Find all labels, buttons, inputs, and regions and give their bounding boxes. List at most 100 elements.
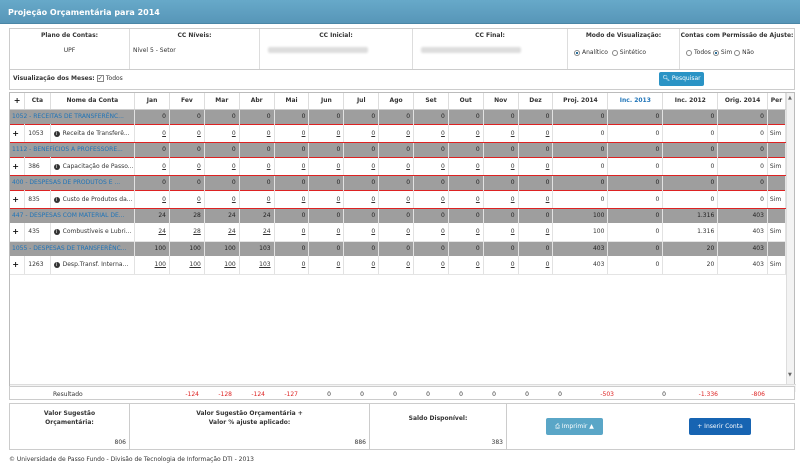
- cell-value[interactable]: 0: [483, 123, 519, 143]
- cell-value[interactable]: 0: [239, 123, 275, 143]
- cell-value[interactable]: 0: [274, 123, 310, 143]
- cell-value[interactable]: 0: [343, 156, 380, 176]
- cell-value[interactable]: 0: [274, 256, 310, 275]
- cell-value[interactable]: 0: [413, 223, 449, 242]
- sintetico-radio[interactable]: [611, 49, 618, 56]
- cell-value[interactable]: 0: [483, 189, 519, 209]
- print-button[interactable]: ⎙ Imprimir ▲: [546, 418, 603, 435]
- cell-value[interactable]: 0: [413, 189, 449, 209]
- cell-value[interactable]: 0: [483, 256, 519, 275]
- cell-value[interactable]: 0: [378, 156, 415, 176]
- cell-value[interactable]: 0: [343, 189, 380, 209]
- todos-checkbox[interactable]: ✓: [96, 75, 104, 82]
- cell-value[interactable]: 0: [274, 189, 310, 209]
- cell-value[interactable]: 24: [134, 223, 170, 242]
- cell-value[interactable]: 0: [518, 156, 554, 176]
- search-button[interactable]: 🔍︎ Pesquisar: [659, 72, 704, 86]
- cell-value[interactable]: 0: [413, 156, 449, 176]
- cell-value[interactable]: 0: [343, 123, 380, 143]
- group-name[interactable]: 1112 - BENEFÍCIOS A PROFESSORE...: [10, 142, 136, 157]
- cell-value[interactable]: 0: [483, 223, 519, 242]
- cell-value[interactable]: 0: [308, 156, 345, 176]
- cell-value[interactable]: 0: [308, 123, 345, 143]
- insert-account-button[interactable]: + Inserir Conta: [689, 418, 751, 435]
- todos-radio[interactable]: [686, 49, 692, 56]
- cell-value[interactable]: 0: [448, 123, 484, 143]
- cell-value[interactable]: 0: [204, 189, 240, 209]
- sim-radio[interactable]: [712, 49, 719, 56]
- cell-value[interactable]: 0: [378, 123, 415, 143]
- cell-value[interactable]: 0: [134, 189, 170, 209]
- cell-value[interactable]: 0: [274, 156, 310, 176]
- cell-value[interactable]: 0: [448, 189, 484, 209]
- cell-value[interactable]: 24: [204, 223, 240, 242]
- info-icon[interactable]: i: [53, 196, 60, 203]
- plano-value[interactable]: UPF: [63, 47, 76, 54]
- group-row[interactable]: 1112 - BENEFÍCIOS A PROFESSORE... 0 0 0 0 0 0 0…: [10, 142, 787, 157]
- group-row[interactable]: 400 - DESPESAS DE PRODUTOS E ... 0 0 0 0 0 0 0 0…: [10, 175, 787, 190]
- nao-radio[interactable]: [734, 49, 741, 56]
- cell-value[interactable]: 0: [169, 189, 205, 209]
- vertical-scrollbar[interactable]: ▲ ▼: [786, 93, 794, 392]
- cell-value[interactable]: 0: [378, 256, 415, 275]
- group-name[interactable]: 1055 - DESPESAS DE TRANSFERÊNC...: [10, 241, 136, 256]
- group-name[interactable]: 447 - DESPESAS COM MATERIAL DE...: [10, 208, 136, 223]
- account-name[interactable]: i Custo de Produtos da...: [50, 189, 136, 209]
- cell-value[interactable]: 0: [483, 156, 519, 176]
- scroll-up-icon[interactable]: ▲: [788, 95, 792, 101]
- cell-value[interactable]: 0: [169, 156, 205, 176]
- group-name[interactable]: 400 - DESPESAS DE PRODUTOS E ...: [10, 175, 136, 190]
- analitico-radio[interactable]: [574, 49, 580, 56]
- account-row[interactable]: +1053 i Receita de Transferê... 0 0 0 0 0 0 0 0 0 0 0…: [10, 123, 787, 143]
- cell-value[interactable]: 0: [204, 156, 240, 176]
- cell-value[interactable]: 24: [239, 223, 275, 242]
- cell-value[interactable]: 100: [134, 256, 170, 275]
- group-name[interactable]: 1052 - RECEITAS DE TRANSFERÊNC...: [10, 109, 136, 124]
- info-icon[interactable]: i: [53, 229, 60, 236]
- account-row[interactable]: +835 i Custo de Produtos da... 0 0 0 0 0 0 0 0 0 0 0 0…: [10, 189, 787, 209]
- scroll-down-icon[interactable]: ▼: [788, 372, 792, 378]
- cell-value[interactable]: 0: [448, 223, 484, 242]
- niveis-value[interactable]: Nível 5 - Setor: [133, 47, 176, 54]
- account-row[interactable]: +386 i Capacitação de Passo... 0 0 0 0 0 0 0 0 0 0 0 0…: [10, 156, 787, 176]
- cell-value[interactable]: 100: [204, 256, 240, 275]
- cell-value[interactable]: 0: [343, 223, 380, 242]
- expand-row-icon[interactable]: +: [10, 156, 26, 176]
- group-row[interactable]: 1055 - DESPESAS DE TRANSFERÊNC... 100 100 1…: [10, 241, 787, 256]
- cell-value[interactable]: 0: [274, 223, 310, 242]
- cell-value[interactable]: 0: [378, 189, 415, 209]
- col-inc2013[interactable]: Inc. 2013: [607, 93, 664, 110]
- group-row[interactable]: 447 - DESPESAS COM MATERIAL DE... 24 28 24 2…: [10, 208, 787, 223]
- expand-row-icon[interactable]: +: [10, 189, 26, 209]
- expand-row-icon[interactable]: +: [10, 256, 26, 275]
- cell-value[interactable]: 103: [239, 256, 275, 275]
- cell-value[interactable]: 0: [413, 123, 449, 143]
- cell-value[interactable]: 0: [343, 256, 380, 275]
- expand-row-icon[interactable]: +: [10, 123, 26, 143]
- cell-value[interactable]: 0: [239, 189, 275, 209]
- cell-value[interactable]: 28: [169, 223, 205, 242]
- account-row[interactable]: +435 i Combustíveis e Lubri... 24 28 24 24 0 0 0 0…: [10, 223, 787, 242]
- cell-value[interactable]: 100: [169, 256, 205, 275]
- info-icon[interactable]: i: [53, 130, 60, 137]
- cell-value[interactable]: 0: [308, 256, 345, 275]
- cell-value[interactable]: 0: [308, 223, 345, 242]
- account-row[interactable]: +1263 i Desp.Transf. Interna... 100 100 100 10…: [10, 256, 787, 275]
- cell-value[interactable]: 0: [204, 123, 240, 143]
- cell-value[interactable]: 0: [518, 256, 554, 275]
- account-name[interactable]: i Combustíveis e Lubri...: [50, 223, 136, 242]
- expand-all-icon[interactable]: +: [10, 93, 26, 110]
- cell-value[interactable]: 0: [169, 123, 205, 143]
- expand-row-icon[interactable]: +: [10, 223, 26, 242]
- cell-value[interactable]: 0: [134, 123, 170, 143]
- cc-final-value[interactable]: [421, 47, 521, 53]
- cell-value[interactable]: 0: [448, 156, 484, 176]
- cell-value[interactable]: 0: [413, 256, 449, 275]
- account-name[interactable]: i Desp.Transf. Interna...: [50, 256, 136, 275]
- info-icon[interactable]: i: [53, 163, 60, 170]
- group-row[interactable]: 1052 - RECEITAS DE TRANSFERÊNC... 0 0 0 0 0 0 0…: [10, 109, 787, 124]
- info-icon[interactable]: i: [53, 262, 60, 269]
- cell-value[interactable]: 0: [518, 123, 554, 143]
- cell-value[interactable]: 0: [378, 223, 415, 242]
- account-name[interactable]: i Receita de Transferê...: [50, 123, 136, 143]
